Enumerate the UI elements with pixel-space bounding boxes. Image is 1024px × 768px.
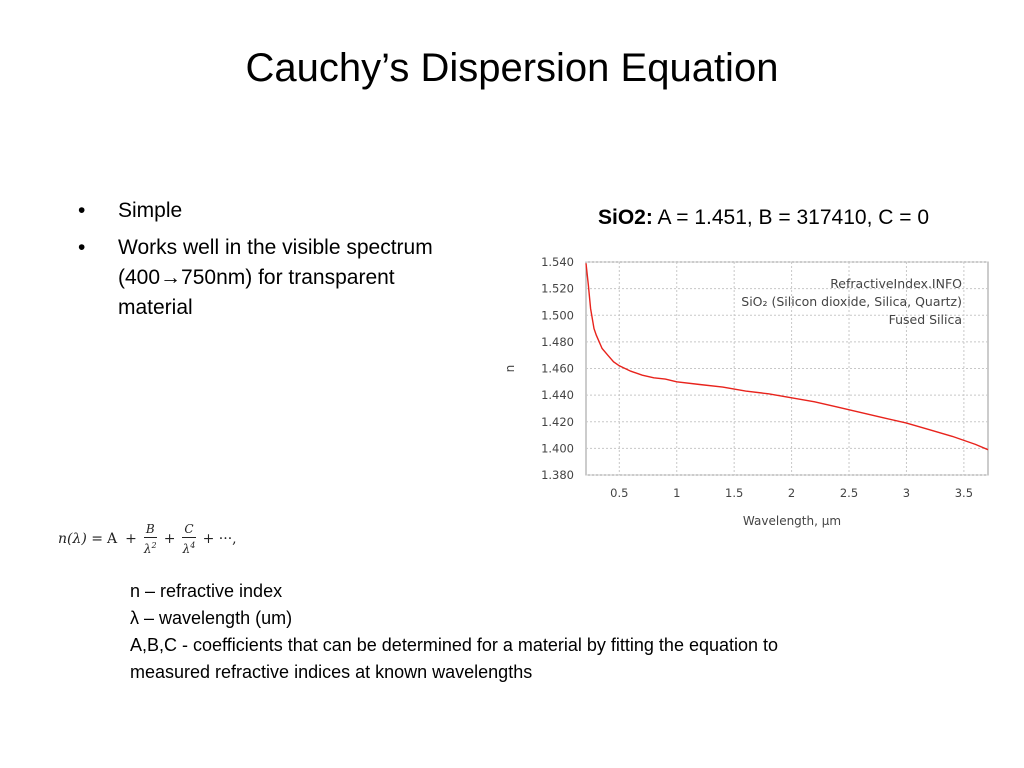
definition-line: measured refractive indices at known wav…	[130, 662, 533, 682]
bullet-text: Works well in the visible spectrum (400→…	[118, 236, 433, 319]
formula-b-denominator: λ2	[144, 538, 157, 557]
x-tick-label: 3.5	[955, 486, 973, 500]
y-tick-label: 1.540	[541, 255, 574, 269]
y-tick-label: 1.480	[541, 335, 574, 349]
y-tick-label: 1.500	[541, 308, 574, 322]
definition-line: n – refractive index	[130, 581, 283, 601]
bullet-list: • Simple • Works well in the visible spe…	[78, 196, 438, 330]
x-tick-label: 1	[673, 486, 680, 500]
formula-lhs: n(λ) =	[58, 531, 103, 547]
x-tick-label: 3	[903, 486, 910, 500]
x-tick-label: 2	[788, 486, 795, 500]
x-tick-label: 1.5	[725, 486, 743, 500]
formula-tail: + ···,	[202, 531, 237, 547]
formula-lambda: λ	[143, 541, 152, 556]
slide-title: Cauchy’s Dispersion Equation	[245, 46, 779, 90]
bullet-marker: •	[78, 236, 86, 259]
definition-line: A,B,C - coefficients that can be determi…	[130, 635, 779, 655]
formula-plus: +	[163, 531, 176, 547]
formula-exponent: 4	[190, 540, 196, 550]
chart-svg: 1.3801.4001.4201.4401.4601.4801.5001.520…	[503, 255, 989, 528]
y-tick-label: 1.400	[541, 441, 574, 455]
series-line	[585, 263, 989, 451]
formula-c-fraction: C λ4	[182, 521, 196, 557]
bullet-marker: •	[78, 199, 86, 222]
y-axis-label: n	[503, 365, 517, 373]
formula-exponent: 2	[151, 540, 157, 550]
material-label: SiO2:	[598, 206, 653, 229]
chart-annotation: SiO₂ (Silicon dioxide, Silica, Quartz)	[741, 294, 962, 309]
formula-lambda: λ	[182, 541, 191, 556]
formula-plus: +	[125, 531, 137, 547]
bullet-text: Simple	[118, 199, 183, 222]
chart-annotation: RefractiveIndex.INFO	[830, 276, 962, 291]
y-tick-label: 1.460	[541, 362, 574, 376]
definitions-block: n – refractive index λ – wavelength (um)…	[130, 578, 990, 686]
x-tick-label: 2.5	[840, 486, 858, 500]
formula-b-fraction: B λ2	[143, 521, 157, 557]
formula-c-denominator: λ4	[183, 538, 196, 557]
y-tick-label: 1.440	[541, 388, 574, 402]
y-tick-label: 1.380	[541, 468, 574, 482]
x-axis-label: Wavelength, µm	[743, 514, 841, 528]
definition-line: λ – wavelength (um)	[130, 608, 293, 628]
y-tick-label: 1.520	[541, 282, 574, 296]
x-tick-label: 0.5	[610, 486, 628, 500]
y-tick-label: 1.420	[541, 415, 574, 429]
chart-caption: SiO2: A = 1.451, B = 317410, C = 0	[598, 203, 929, 233]
formula-c-numerator: C	[182, 521, 196, 538]
cauchy-formula: n(λ) = A + B λ2 + C λ4 + ···,	[58, 522, 241, 556]
formula-term-a: A	[107, 531, 118, 547]
bullet-item: • Works well in the visible spectrum (40…	[78, 233, 438, 323]
chart-annotation: Fused Silica	[889, 312, 962, 327]
formula-b-numerator: B	[143, 521, 157, 538]
bullet-item: • Simple	[78, 196, 438, 226]
refractive-index-chart: 1.380 1.400 1.420 1.440 1.460 1.480 1.500 1.520…	[498, 250, 998, 535]
cauchy-params: A = 1.451, B = 317410, C = 0	[657, 206, 930, 229]
